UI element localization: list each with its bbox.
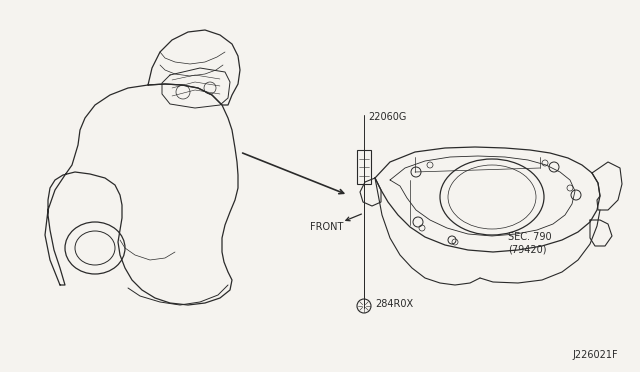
- Circle shape: [357, 299, 371, 313]
- Circle shape: [411, 167, 421, 177]
- Text: FRONT: FRONT: [310, 222, 344, 232]
- Text: J226021F: J226021F: [572, 350, 618, 360]
- Text: 22060G: 22060G: [368, 112, 406, 122]
- Circle shape: [571, 190, 581, 200]
- Circle shape: [413, 217, 423, 227]
- Circle shape: [549, 162, 559, 172]
- Text: 284R0X: 284R0X: [375, 299, 413, 309]
- Text: SEC. 790
(79420): SEC. 790 (79420): [508, 232, 552, 254]
- Bar: [357, 150, 371, 184]
- Circle shape: [448, 236, 456, 244]
